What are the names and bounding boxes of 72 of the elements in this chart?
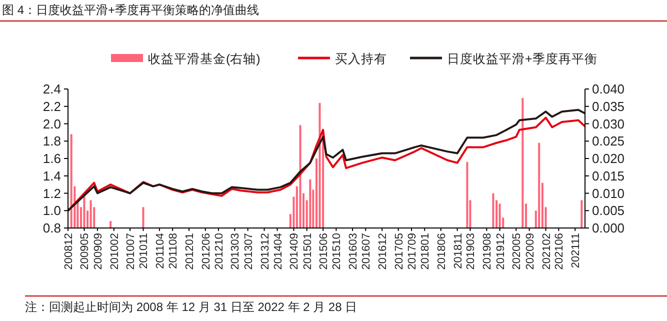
x-tick-label: 201307	[242, 233, 255, 270]
x-tick-label: 200905	[79, 233, 92, 270]
x-tick-label: 200909	[92, 233, 104, 270]
y-tick-label: 1.0	[42, 203, 61, 218]
x-tick-label: 201903	[465, 233, 478, 270]
y-tick-label: 2.4	[42, 82, 61, 96]
bar	[498, 204, 501, 228]
x-tick-label: 202005	[511, 233, 524, 270]
legend-label: 收益平滑基金(右轴)	[148, 52, 260, 66]
x-tick-label: 201709	[406, 233, 419, 270]
bar	[522, 98, 524, 228]
x-tick-label: 201011	[138, 233, 150, 269]
x-tick-label: 201002	[108, 233, 121, 270]
bar	[142, 207, 144, 228]
x-tick-label: 201104	[154, 233, 166, 269]
x-tick-label: 201501	[302, 233, 314, 270]
x-tick-label: 202111	[570, 233, 582, 268]
bar	[299, 125, 302, 228]
x-tick-label: 201404	[272, 233, 284, 270]
x-tick-label: 201108	[168, 233, 180, 269]
x-tick-label: 202009	[524, 233, 536, 270]
y2-tick-label: 0.025	[592, 134, 625, 149]
x-tick-label: 201603	[348, 233, 360, 270]
bar	[90, 200, 92, 228]
x-tick-label: 201007	[125, 233, 138, 270]
x-tick-label: 201612	[377, 233, 390, 270]
x-tick-label: 201409	[288, 233, 301, 270]
bar	[309, 179, 312, 228]
x-tick-label: 201506	[318, 233, 330, 270]
x-tick-label: 201705	[393, 233, 406, 270]
x-tick-label: 201811	[452, 233, 464, 269]
y2-tick-label: 0.020	[592, 151, 625, 166]
chart-title: 图 4：日度收益平滑+季度再平衡策略的净值曲线	[2, 3, 260, 17]
x-tick-label: 201206	[200, 233, 212, 270]
bar	[83, 196, 86, 228]
y-tick-label: 1.4	[42, 168, 61, 184]
x-tick-label: 200812	[63, 233, 75, 270]
x-tick-label: 202106	[554, 233, 566, 270]
legend-label: 买入持有	[335, 52, 387, 66]
y2-tick-label: 0.030	[592, 116, 625, 132]
legend-label: 日度收益平滑+季度再平衡	[447, 51, 598, 66]
x-tick-label: 201201	[184, 233, 196, 270]
x-tick-label: 201510	[331, 233, 344, 270]
x-tick-label: 201912	[494, 233, 507, 270]
bar	[318, 102, 321, 228]
x-tick-label: 201908	[482, 233, 494, 270]
y-tick-label: 2.0	[42, 116, 61, 132]
x-tick-label: 201801	[420, 233, 432, 270]
y-tick-label: 0.8	[42, 220, 61, 236]
bar	[580, 200, 583, 228]
y2-tick-label: 0.000	[592, 220, 625, 236]
y-tick-label: 2.2	[42, 98, 61, 114]
y-tick-label: 1.6	[42, 151, 61, 166]
y2-tick-label: 0.005	[592, 203, 625, 218]
y-tick-label: 1.8	[42, 134, 61, 149]
x-tick-label: 201607	[360, 233, 373, 270]
x-tick-label: 201303	[230, 233, 242, 270]
bar	[538, 142, 540, 228]
x-tick-label: 201806	[436, 233, 448, 270]
y-tick-label: 1.2	[42, 186, 61, 201]
y2-tick-label: 0.010	[592, 186, 625, 201]
x-tick-label: 201312	[259, 233, 272, 270]
text: 注：回测起止时间为 2008 年 12 月 31 日至 2022 年 2 月 28 日	[25, 300, 358, 314]
x-tick-label: 201210	[213, 233, 226, 270]
bar	[110, 221, 112, 228]
y2-tick-label: 0.040	[592, 82, 625, 96]
y2-tick-label: 0.035	[592, 98, 625, 114]
bar	[70, 134, 72, 228]
x-tick-label: 202102	[540, 233, 553, 270]
bar	[466, 162, 468, 228]
bar	[492, 193, 494, 228]
y2-tick-label: 0.015	[592, 168, 625, 184]
